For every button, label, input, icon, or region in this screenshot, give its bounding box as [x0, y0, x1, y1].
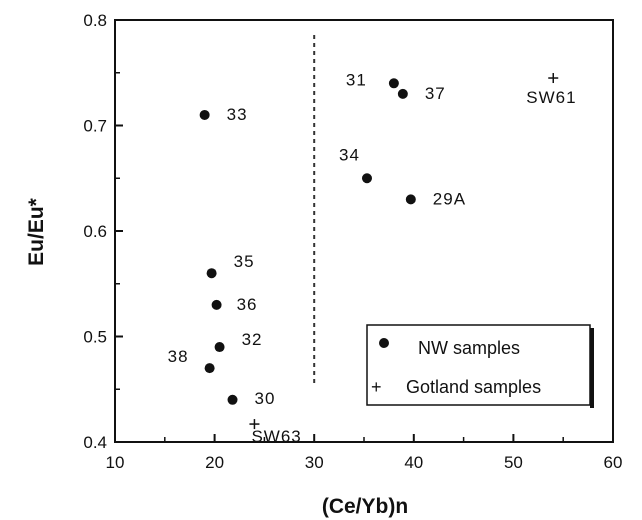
y-axis: 0.4 0.5 0.6 0.7 0.8	[83, 11, 123, 452]
legend-label-gotland: Gotland samples	[406, 377, 541, 397]
y-tick-label: 0.6	[83, 222, 107, 241]
data-point	[361, 173, 372, 184]
data-point	[199, 109, 210, 120]
legend-plus-marker: +	[371, 377, 382, 397]
point-label: 37	[425, 84, 446, 103]
legend-box	[366, 324, 591, 406]
x-tick-label: 50	[504, 453, 523, 472]
legend-label-nw: NW samples	[418, 338, 520, 358]
x-tick-label: 40	[404, 453, 423, 472]
data-point	[211, 299, 222, 310]
x-tick-label: 30	[305, 453, 324, 472]
data-point	[388, 78, 399, 89]
data-points: 33 35 36 32 38 30 31 37 34 29A SW61 SW63	[168, 70, 576, 446]
point-label: 35	[234, 252, 255, 271]
point-label: 31	[346, 70, 367, 89]
data-point	[206, 268, 217, 279]
data-point	[214, 342, 225, 353]
point-label: 30	[255, 389, 276, 408]
x-tick-label: 10	[106, 453, 125, 472]
y-tick-label: 0.8	[83, 11, 107, 30]
x-axis: 10 20 30 40 50 60	[106, 434, 623, 472]
x-axis-title: (Ce/Yb)n	[322, 495, 408, 518]
legend: + NW samples Gotland samples	[366, 324, 594, 408]
legend-shadow	[590, 328, 594, 408]
x-tick-label: 60	[604, 453, 623, 472]
x-tick-label: 20	[205, 453, 224, 472]
legend-dot-marker	[379, 338, 389, 348]
y-tick-label: 0.5	[83, 328, 107, 347]
point-label: 38	[168, 347, 189, 366]
y-axis-title: Eu/Eu*	[25, 197, 48, 266]
y-tick-label: 0.7	[83, 117, 107, 136]
point-label: 33	[227, 105, 248, 124]
data-point	[397, 88, 408, 99]
data-point-plus	[548, 73, 559, 84]
data-point	[405, 194, 416, 205]
point-label: 36	[237, 295, 258, 314]
data-point	[227, 394, 238, 405]
data-point	[204, 363, 215, 374]
point-label: 29A	[433, 189, 466, 208]
point-label: 34	[339, 145, 360, 164]
point-label: 32	[242, 330, 263, 349]
point-label: SW61	[526, 88, 576, 107]
data-point-plus	[249, 419, 260, 430]
point-label: SW63	[251, 427, 301, 446]
y-tick-label: 0.4	[83, 433, 107, 452]
